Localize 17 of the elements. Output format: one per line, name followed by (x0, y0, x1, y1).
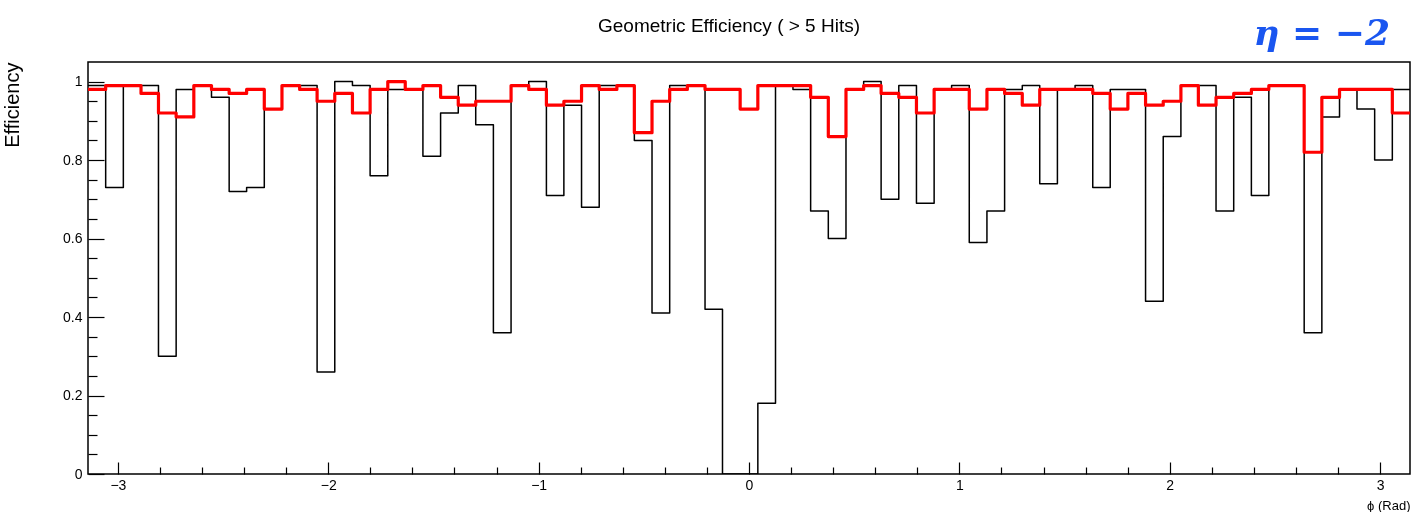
text: η = −2 (1253, 11, 1390, 53)
x-tick-label: 0 (745, 476, 754, 493)
x-tick-label: −1 (531, 476, 548, 493)
chart-title: Geometric Efficiency ( > 5 Hits) (597, 15, 861, 36)
y-tick-label: 0.4 (63, 308, 83, 325)
y-tick-label: 0.6 (63, 230, 83, 247)
y-tick-label: 1 (74, 73, 83, 90)
x-tick-label: 3 (1376, 476, 1385, 493)
x-tick-label: 2 (1166, 476, 1175, 493)
x-tick-label: −2 (320, 476, 337, 493)
x-tick-label: 1 (955, 476, 964, 493)
x-tick-label: −3 (110, 476, 127, 493)
y-axis-title: Efficiency (1, 62, 24, 148)
x-axis-title: ϕ (Rad) (1367, 497, 1411, 512)
y-tick-label: 0 (74, 465, 83, 482)
y-tick-label: 0.2 (63, 387, 83, 404)
y-tick-label: 0.8 (63, 151, 83, 168)
